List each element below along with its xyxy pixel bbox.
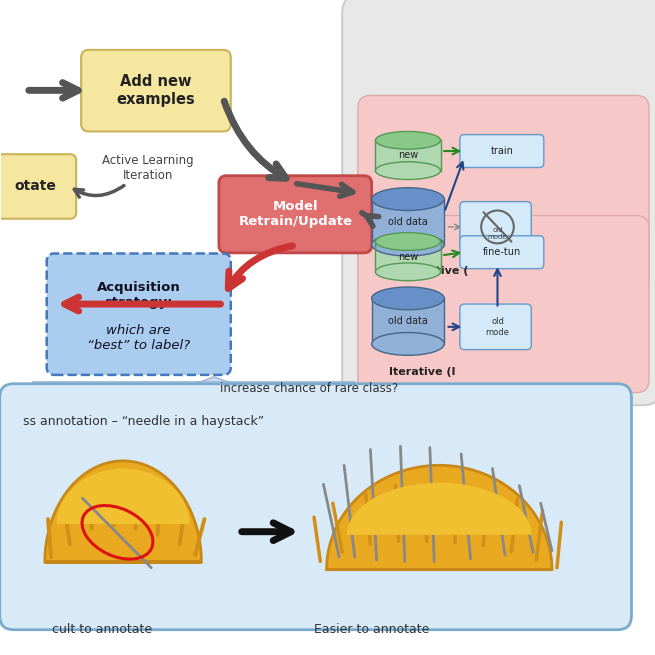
Ellipse shape	[371, 287, 444, 310]
Text: Iterative (I: Iterative (I	[389, 367, 456, 377]
Polygon shape	[45, 461, 201, 562]
Polygon shape	[327, 465, 552, 570]
Bar	[375, 242, 441, 272]
Ellipse shape	[371, 333, 444, 355]
Text: old data: old data	[388, 316, 428, 326]
Bar	[371, 299, 444, 344]
Text: Easier to annotate: Easier to annotate	[314, 623, 430, 636]
FancyBboxPatch shape	[358, 215, 649, 392]
Text: Acquisition
strategy:: Acquisition strategy:	[97, 280, 181, 309]
FancyBboxPatch shape	[460, 135, 544, 168]
Text: Cumulative (: Cumulative (	[389, 266, 468, 276]
FancyBboxPatch shape	[0, 154, 76, 219]
Text: old
mode: old mode	[488, 227, 508, 240]
FancyBboxPatch shape	[358, 96, 649, 291]
Text: old
mode: old mode	[485, 317, 510, 337]
Text: new: new	[398, 151, 418, 160]
FancyBboxPatch shape	[460, 236, 544, 269]
FancyBboxPatch shape	[81, 50, 231, 132]
Bar	[375, 140, 441, 171]
Bar	[371, 199, 444, 244]
FancyBboxPatch shape	[460, 304, 531, 350]
Text: fine-tun: fine-tun	[483, 247, 521, 257]
Text: old data: old data	[388, 217, 428, 227]
Text: otate: otate	[14, 179, 56, 193]
Ellipse shape	[375, 132, 441, 149]
Text: Add new
examples: Add new examples	[117, 74, 195, 107]
FancyBboxPatch shape	[47, 253, 231, 375]
Text: new: new	[398, 252, 418, 261]
Ellipse shape	[371, 233, 444, 256]
Ellipse shape	[375, 162, 441, 179]
FancyBboxPatch shape	[0, 384, 631, 629]
Text: cult to annotate: cult to annotate	[52, 623, 153, 636]
Polygon shape	[347, 483, 532, 535]
Polygon shape	[56, 468, 189, 524]
FancyBboxPatch shape	[342, 0, 655, 405]
FancyBboxPatch shape	[460, 202, 531, 252]
Text: which are
“best” to label?: which are “best” to label?	[87, 324, 191, 352]
Text: train: train	[491, 146, 514, 156]
Text: Model
Retrain/Update: Model Retrain/Update	[238, 200, 352, 229]
Text: ss annotation – “needle in a haystack”: ss annotation – “needle in a haystack”	[23, 415, 264, 428]
Polygon shape	[32, 377, 355, 394]
FancyBboxPatch shape	[219, 176, 371, 253]
Ellipse shape	[375, 233, 441, 250]
Ellipse shape	[371, 188, 444, 210]
Text: increase chance of rare class?: increase chance of rare class?	[220, 382, 398, 395]
Text: Active Learning
Iteration: Active Learning Iteration	[102, 154, 194, 182]
Ellipse shape	[375, 263, 441, 281]
